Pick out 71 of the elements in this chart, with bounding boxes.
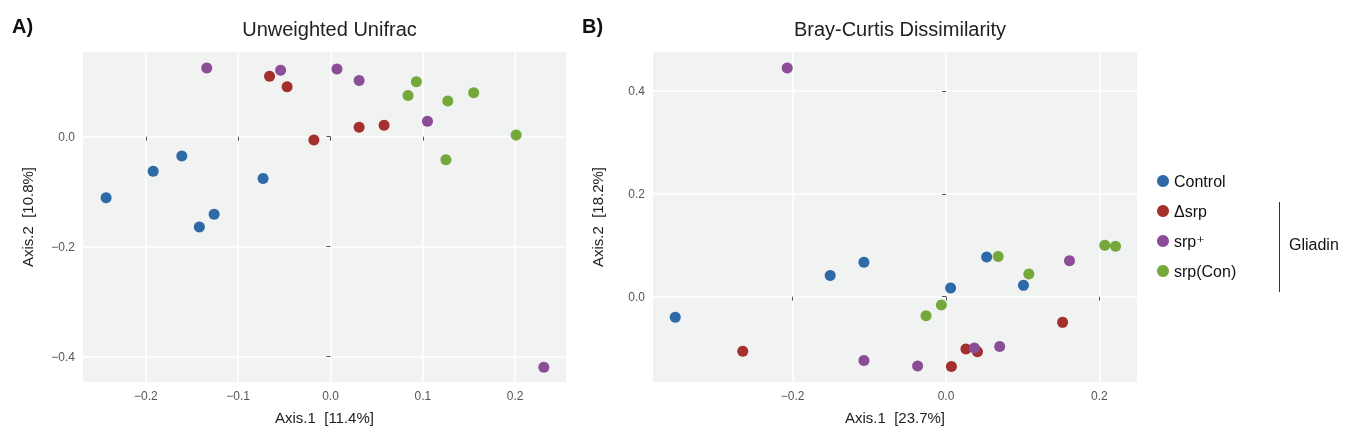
- point: [378, 119, 390, 131]
- point: [1099, 239, 1111, 251]
- x-axis-title: Axis.1 [23.7%]: [844, 409, 946, 426]
- point: [440, 154, 452, 166]
- point: [920, 310, 932, 322]
- point: [421, 115, 433, 127]
- point: [281, 81, 293, 93]
- point: [737, 345, 749, 357]
- point: [147, 165, 159, 177]
- y-tick-label: 0.4: [628, 84, 646, 99]
- x-tick-label: −0.2: [780, 389, 805, 403]
- y-tick-label: 0.0: [628, 289, 646, 304]
- point: [176, 150, 188, 162]
- point: [1023, 268, 1035, 280]
- x-tick-label: 0.2: [1091, 389, 1109, 403]
- y-axis-title: Axis.2 [18.2%]: [589, 166, 606, 268]
- point: [100, 192, 112, 204]
- x-tick-label: 0.0: [322, 389, 340, 403]
- x-tick-label: 0.2: [506, 389, 524, 403]
- point: [308, 134, 320, 146]
- point: [945, 282, 957, 294]
- point: [538, 361, 550, 373]
- text: Gliadin: [1289, 236, 1339, 254]
- point: [935, 299, 947, 311]
- point: [912, 360, 924, 372]
- point: [945, 361, 957, 373]
- point: [1110, 240, 1122, 252]
- point: [442, 95, 454, 107]
- chart-title: Bray-Curtis Dissimilarity: [793, 18, 1007, 40]
- y-tick-label: 0.2: [628, 186, 646, 201]
- point: [510, 129, 522, 141]
- legend-label: srp⁺: [1174, 232, 1205, 250]
- y-tick-label: −0.4: [51, 349, 76, 364]
- point: [1017, 279, 1029, 291]
- point: [257, 173, 269, 184]
- point: [468, 87, 480, 99]
- x-tick-label: 0.0: [937, 389, 955, 403]
- chart-title: Unweighted Unifrac: [242, 18, 417, 40]
- legend-label: srp(Con): [1174, 262, 1237, 280]
- point: [858, 354, 870, 366]
- point: [208, 208, 220, 220]
- point: [402, 89, 414, 101]
- x-axis-title: Axis.1 [11.4%]: [275, 409, 374, 426]
- text: A): [12, 15, 34, 37]
- point: [992, 251, 1004, 263]
- point: [669, 311, 681, 323]
- point: [331, 63, 343, 75]
- point: [264, 70, 276, 82]
- point: [968, 342, 980, 354]
- point: [1064, 255, 1075, 267]
- x-tick-label: 0.1: [414, 389, 432, 403]
- y-tick-label: 0.0: [58, 129, 76, 144]
- point: [353, 75, 365, 87]
- point: [353, 121, 365, 133]
- point: [981, 251, 993, 263]
- point: [824, 270, 836, 282]
- legend-label: Δsrp: [1174, 202, 1208, 220]
- point: [201, 62, 213, 74]
- y-tick-label: −0.2: [51, 239, 76, 254]
- point: [275, 64, 287, 76]
- x-tick-label: −0.1: [226, 389, 251, 403]
- point: [994, 341, 1006, 353]
- point: [858, 256, 870, 268]
- text: B): [582, 15, 604, 37]
- point: [781, 62, 793, 74]
- y-axis-title: Axis.2 [10.8%]: [19, 166, 36, 268]
- legend-label: Control: [1174, 172, 1226, 190]
- point: [193, 221, 205, 233]
- point: [1057, 316, 1069, 328]
- x-tick-label: −0.2: [133, 389, 158, 403]
- point: [410, 76, 422, 88]
